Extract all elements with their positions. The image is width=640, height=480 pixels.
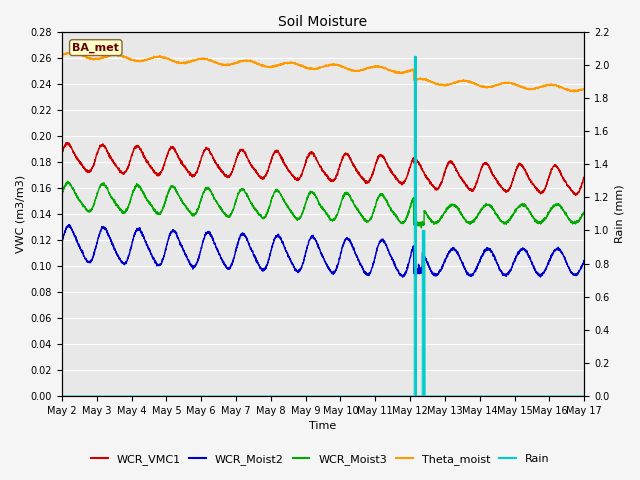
Title: Soil Moisture: Soil Moisture	[278, 15, 367, 29]
X-axis label: Time: Time	[309, 421, 337, 432]
Legend: WCR_VMC1, WCR_Moist2, WCR_Moist3, Theta_moist, Rain: WCR_VMC1, WCR_Moist2, WCR_Moist3, Theta_…	[86, 450, 554, 469]
Y-axis label: VWC (m3/m3): VWC (m3/m3)	[15, 175, 25, 253]
Text: BA_met: BA_met	[72, 43, 119, 53]
Y-axis label: Rain (mm): Rain (mm)	[615, 184, 625, 243]
